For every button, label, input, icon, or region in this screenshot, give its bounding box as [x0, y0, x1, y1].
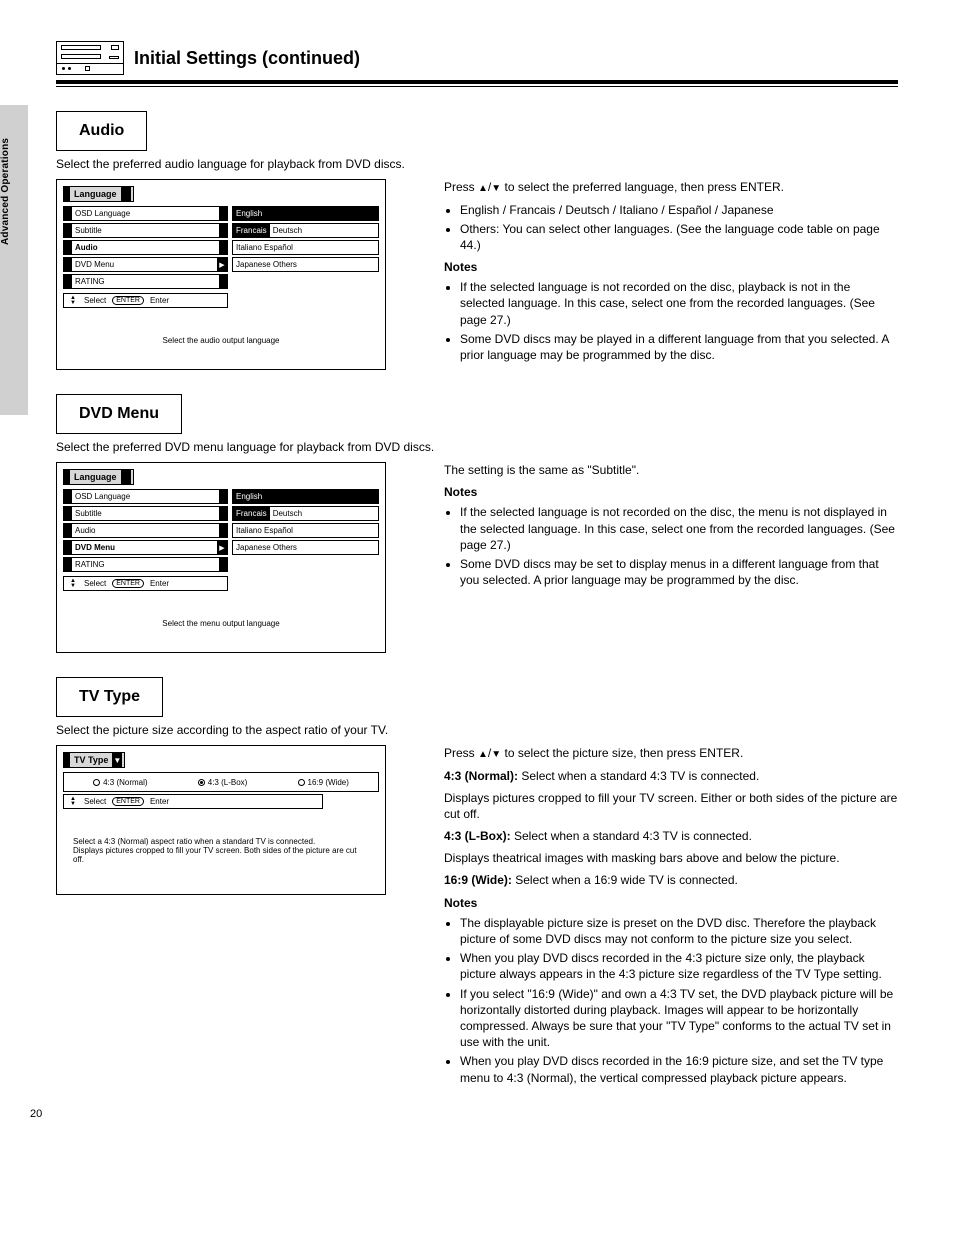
notes-heading: Notes — [444, 484, 898, 500]
section-label-tvtype: TV Type — [56, 677, 163, 717]
section-label-dvdmenu: DVD Menu — [56, 394, 182, 434]
side-tab-label: Advanced Operations — [0, 138, 11, 245]
section-desc-audio: Select the preferred audio language for … — [56, 157, 898, 171]
osd-audio: Language OSD Language Subtitle Audio DVD… — [56, 179, 386, 370]
osd-header-audio: Language — [63, 186, 134, 202]
section-label-audio: Audio — [56, 111, 147, 151]
osd-caption: Select a 4:3 (Normal) aspect ratio when … — [63, 837, 379, 864]
osd-nav: ▲▼ Select ENTER Enter — [63, 794, 323, 809]
header-rule-thick — [56, 80, 898, 84]
tvtype-option[interactable]: 4:3 (Normal) — [93, 778, 147, 787]
osd-header-tvtype: TV Type ▼ — [63, 752, 125, 768]
menu-row[interactable]: Subtitle — [63, 223, 228, 238]
enter-button[interactable]: ENTER — [112, 797, 144, 806]
menu-row[interactable]: Subtitle — [63, 506, 228, 521]
section-audio: Audio Select the preferred audio languag… — [56, 111, 898, 370]
osd-header-label: Language — [74, 189, 117, 199]
section-dvdmenu: DVD Menu Select the preferred DVD menu l… — [56, 394, 898, 653]
enter-button[interactable]: ENTER — [112, 579, 144, 588]
osd-header-label: Language — [74, 472, 117, 482]
osd-header-dvdmenu: Language — [63, 469, 134, 485]
section-desc-tvtype: Select the picture size according to the… — [56, 723, 898, 737]
opt-row[interactable]: English — [232, 489, 379, 504]
menu-row[interactable]: OSD Language — [63, 489, 228, 504]
osd-nav: ▲▼ Select ENTER Enter — [63, 576, 228, 591]
section-desc-dvdmenu: Select the preferred DVD menu language f… — [56, 440, 898, 454]
device-icon — [56, 41, 124, 75]
menu-row[interactable]: RATING — [63, 557, 228, 572]
osd-tvtype: TV Type ▼ 4:3 (Normal) 4:3 (L-Box) 16:9 … — [56, 745, 386, 895]
notes-heading: Notes — [444, 895, 898, 911]
header-rule-thin — [56, 86, 898, 87]
menu-row[interactable]: OSD Language — [63, 206, 228, 221]
osd-caption: Select the menu output language — [63, 619, 379, 628]
page-title: Initial Settings (continued) — [134, 48, 360, 69]
osd-nav: ▲▼ Select ENTER Enter — [63, 293, 228, 308]
enter-button[interactable]: ENTER — [112, 296, 144, 305]
opt-row[interactable]: FrancaisDeutsch — [232, 223, 379, 238]
page-number: 20 — [30, 1108, 42, 1120]
section-tvtype: TV Type Select the picture size accordin… — [56, 677, 898, 1092]
instructions-dvdmenu: The setting is the same as "Subtitle". N… — [444, 462, 898, 653]
menu-row[interactable]: DVD Menu▶ — [63, 257, 228, 272]
instructions-audio: Press ▲/▼ to select the preferred langua… — [444, 179, 898, 370]
tvtype-option-selected[interactable]: 4:3 (L-Box) — [198, 778, 248, 787]
opt-row[interactable]: English — [232, 206, 379, 221]
menu-row[interactable]: RATING — [63, 274, 228, 289]
osd-dvdmenu: Language OSD Language Subtitle Audio DVD… — [56, 462, 386, 653]
instructions-tvtype: Press ▲/▼ to select the picture size, th… — [444, 745, 898, 1092]
osd-caption: Select the audio output language — [63, 336, 379, 345]
menu-row-selected[interactable]: Audio — [63, 240, 228, 255]
tvtype-options: 4:3 (Normal) 4:3 (L-Box) 16:9 (Wide) — [63, 772, 379, 792]
opt-row[interactable]: FrancaisDeutsch — [232, 506, 379, 521]
opt-row[interactable]: Japanese Others — [232, 257, 379, 272]
opt-row[interactable]: Italiano Español — [232, 523, 379, 538]
opt-row[interactable]: Italiano Español — [232, 240, 379, 255]
side-tab: Advanced Operations — [0, 105, 28, 415]
page-header: Initial Settings (continued) — [56, 40, 898, 76]
menu-row-selected[interactable]: DVD Menu▶ — [63, 540, 228, 555]
opt-row[interactable]: Japanese Others — [232, 540, 379, 555]
menu-row[interactable]: Audio — [63, 523, 228, 538]
notes-heading: Notes — [444, 259, 898, 275]
tvtype-option[interactable]: 16:9 (Wide) — [298, 778, 349, 787]
osd-header-label: TV Type — [74, 755, 108, 765]
